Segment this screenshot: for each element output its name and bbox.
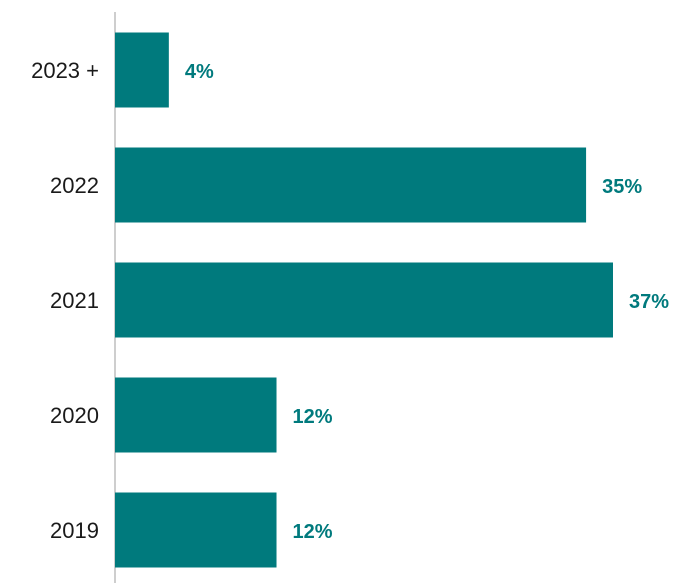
bar-2019: [115, 492, 277, 568]
data-label: 35%: [602, 176, 642, 198]
data-label: 4%: [185, 61, 214, 83]
data-label: 12%: [293, 521, 333, 543]
category-labels-group: 2023 + 2022 2021 2020 2019: [31, 58, 99, 543]
bars-group: [115, 32, 613, 568]
bar-2023: [115, 32, 169, 108]
data-label: 12%: [293, 406, 333, 428]
data-label: 37%: [629, 291, 669, 313]
category-label: 2019: [50, 518, 99, 543]
bar-2020: [115, 377, 277, 453]
category-label: 2021: [50, 288, 99, 313]
category-label: 2022: [50, 173, 99, 198]
category-label: 2023 +: [31, 58, 99, 83]
bar-2021: [115, 262, 613, 338]
value-labels-group: 4% 35% 37% 12% 12%: [185, 61, 669, 543]
bar-2022: [115, 147, 587, 223]
category-label: 2020: [50, 403, 99, 428]
